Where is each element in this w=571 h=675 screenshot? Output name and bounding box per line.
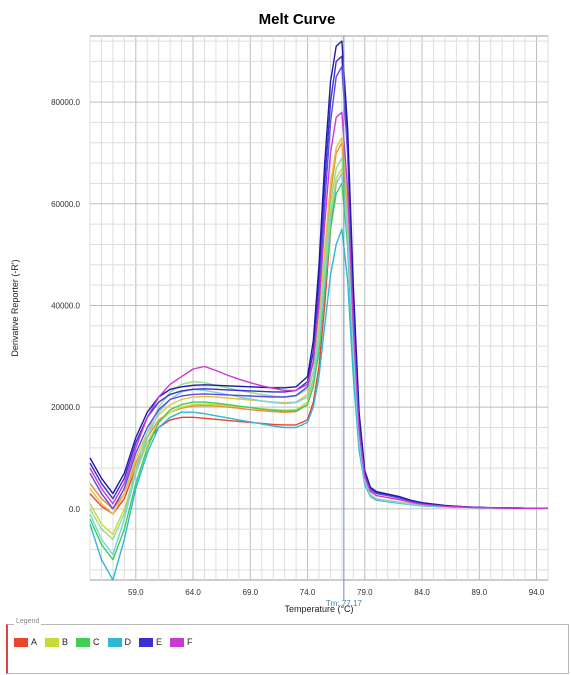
legend-label: D bbox=[124, 637, 132, 647]
legend-label: B bbox=[62, 637, 69, 647]
x-tick-label: 64.0 bbox=[185, 588, 201, 597]
x-tick-labels: 59.0 64.0 69.0 74.0 79.0 84.0 89.0 94.0 bbox=[128, 588, 545, 597]
x-tick-label: 74.0 bbox=[300, 588, 316, 597]
legend-item-c: C bbox=[76, 637, 100, 647]
legend-item-e: E bbox=[139, 637, 162, 647]
melt-curve-chart: Melt Curve 0.0 20000.0 40000.0 60000.0 80000… bbox=[10, 11, 549, 614]
legend-item-f: F bbox=[170, 637, 193, 647]
legend-caption: Legend bbox=[14, 618, 42, 625]
series-line-e bbox=[89, 40, 548, 509]
legend-label: A bbox=[31, 637, 38, 647]
y-tick-label: 40000.0 bbox=[51, 301, 80, 310]
x-tick-label: 89.0 bbox=[472, 588, 488, 597]
legend-panel: Legend A B C D E F bbox=[6, 618, 569, 674]
x-axis-title: Temperature (°C) bbox=[284, 604, 353, 614]
legend-item-a: A bbox=[14, 637, 37, 647]
tm-marker: Tm: 77.17 bbox=[326, 36, 363, 608]
y-axis-title: Derivative Reporter (-R') bbox=[10, 259, 20, 356]
legend-label: C bbox=[93, 637, 100, 647]
y-tick-label: 0.0 bbox=[69, 505, 81, 514]
legend-swatch bbox=[45, 637, 60, 647]
legend-swatch bbox=[14, 637, 28, 647]
y-tick-labels: 0.0 20000.0 40000.0 60000.0 80000.0 bbox=[51, 98, 80, 514]
x-tick-label: 84.0 bbox=[414, 588, 430, 597]
chart-title: Melt Curve bbox=[259, 11, 336, 28]
series-line-f bbox=[89, 111, 548, 509]
x-tick-label: 94.0 bbox=[529, 588, 545, 597]
legend-label: E bbox=[156, 637, 163, 647]
y-tick-label: 20000.0 bbox=[51, 403, 80, 412]
x-tick-label: 59.0 bbox=[128, 588, 144, 597]
series-lines bbox=[89, 40, 548, 581]
x-tick-label: 69.0 bbox=[243, 588, 259, 597]
legend-item-d: D bbox=[107, 637, 132, 647]
y-tick-label: 80000.0 bbox=[51, 98, 80, 107]
y-tick-label: 60000.0 bbox=[51, 200, 80, 209]
legend-swatch bbox=[107, 637, 122, 647]
legend-swatch bbox=[139, 637, 154, 647]
x-tick-label: 79.0 bbox=[357, 588, 373, 597]
legend-item-b: B bbox=[45, 637, 68, 647]
legend-swatch bbox=[170, 637, 185, 647]
legend-label: F bbox=[187, 637, 193, 647]
tm-label: Tm: 77.17 bbox=[326, 599, 363, 608]
legend-items: A B C D E F bbox=[14, 637, 193, 647]
legend-swatch bbox=[76, 637, 91, 647]
